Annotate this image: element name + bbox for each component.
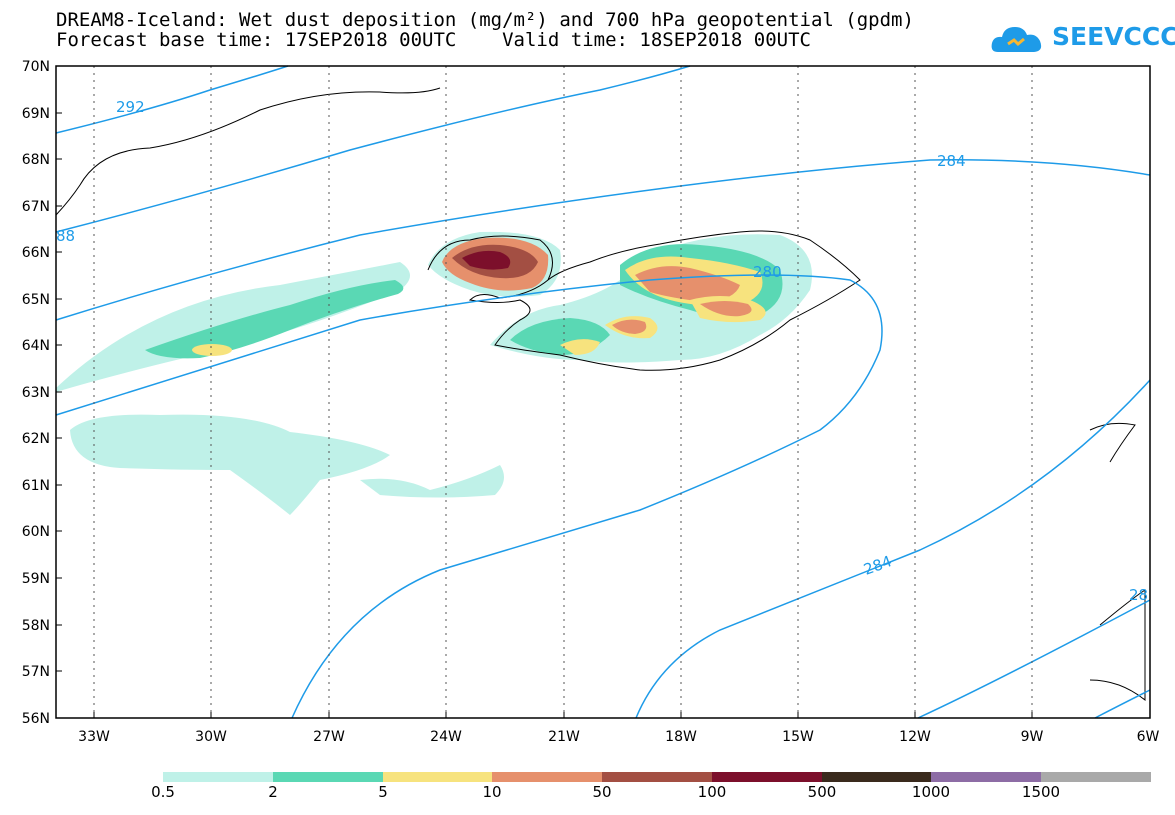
lat-label: 59N [22,571,50,587]
lon-label: 12W [899,729,931,745]
contour-label: 28 [1129,586,1148,604]
lat-label: 60N [22,524,50,540]
longitude-labels: 33W 30W 27W 24W 21W 18W 15W 12W 9W 6W [78,729,1159,745]
contour-label: 284 [861,552,894,579]
colorbar-segment [711,772,822,782]
colorbar-label: 1500 [1021,783,1061,801]
lon-label: 18W [665,729,697,745]
coastline [55,87,1146,702]
lat-label: 63N [22,385,50,401]
latitude-labels: 70N 69N 68N 67N 66N 65N 64N 63N 62N 61N … [22,59,50,727]
colorbar-segment [492,772,603,782]
lat-label: 56N [22,711,50,727]
lat-label: 68N [22,152,50,168]
lat-label: 58N [22,618,50,634]
contour-label: 280 [753,263,782,281]
lat-label: 66N [22,245,50,261]
colorbar-segment [931,772,1042,782]
colorbar-label: 2 [268,783,278,801]
lon-label: 21W [548,729,580,745]
colorbar-segment [382,772,493,782]
colorbar-segment [602,772,712,782]
colorbar-label: 5 [378,783,388,801]
lon-label: 33W [78,729,110,745]
contour-label: 292 [116,98,145,116]
colorbar-label: 100 [697,783,727,801]
lat-label: 57N [22,664,50,680]
colorbar-segment [1041,772,1152,782]
lat-label: 62N [22,431,50,447]
lat-label: 64N [22,338,50,354]
contour-labels: 292 88 284 280 284 28 [56,98,1148,604]
lat-label: 70N [22,59,50,75]
lon-label: 15W [782,729,814,745]
map-subtitle: Forecast base time: 17SEP2018 00UTC Vali… [56,29,811,51]
colorbar-label: 10 [482,783,502,801]
axis-ticks [56,65,1033,718]
lat-label: 65N [22,292,50,308]
colorbar [163,772,1152,782]
lat-label: 61N [22,478,50,494]
logo-text: SEEVCCC [1052,22,1175,51]
colorbar-segment [163,772,273,782]
map-title: DREAM8-Iceland: Wet dust deposition (mg/… [56,9,914,31]
colorbar-segment [272,772,383,782]
colorbar-segment [821,772,932,782]
colorbar-label: 1000 [911,783,951,801]
lat-label: 69N [22,106,50,122]
colorbar-label: 50 [592,783,612,801]
map-frame [55,65,1151,719]
colorbar-label: 0.5 [151,783,175,801]
lon-label: 9W [1021,729,1044,745]
colorbar-label: 500 [807,783,837,801]
contour-label: 284 [937,152,966,170]
lon-label: 30W [195,729,227,745]
dust-deposition-field [56,231,812,515]
contour-label: 88 [56,227,75,245]
lon-label: 27W [313,729,345,745]
lon-label: 24W [430,729,462,745]
geopotential-contours [55,65,1151,719]
lat-label: 67N [22,199,50,215]
cloud-icon [991,27,1042,52]
lon-label: 6W [1137,729,1160,745]
